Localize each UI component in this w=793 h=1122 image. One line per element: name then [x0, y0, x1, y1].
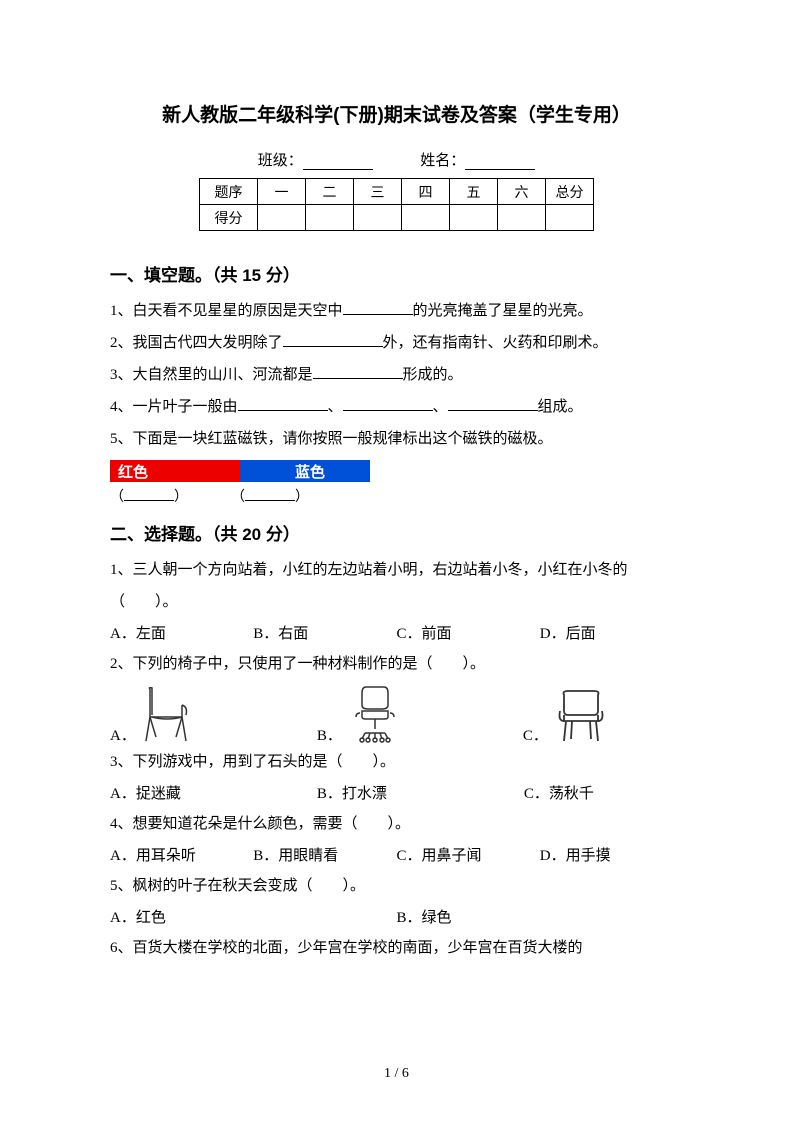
fill-blank[interactable] — [343, 397, 433, 411]
option[interactable]: A．左面 — [110, 619, 253, 649]
option[interactable]: B．打水漂 — [317, 779, 524, 809]
option[interactable]: B．用眼睛看 — [253, 841, 396, 871]
fill-blank[interactable] — [343, 301, 413, 315]
s2-q1b: （ ）。 — [110, 587, 683, 617]
s1-q5: 5、下面是一块红蓝磁铁，请你按照一般规律标出这个磁铁的磁极。 — [110, 424, 683, 454]
s1-q2: 2、我国古代四大发明除了外，还有指南针、火药和印刷术。 — [110, 328, 683, 358]
score-cell[interactable] — [306, 205, 354, 231]
section1-header: 一、填空题。（共 15 分） — [110, 261, 683, 286]
col-cell: 一 — [258, 179, 306, 205]
option[interactable]: D．用手摸 — [540, 841, 683, 871]
section2-header: 二、选择题。（共 20 分） — [110, 520, 683, 545]
student-info-line: 班级： 姓名： — [110, 149, 683, 170]
fill-blank[interactable] — [245, 487, 295, 501]
option[interactable]: B． — [317, 683, 403, 745]
option[interactable]: A．用耳朵听 — [110, 841, 253, 871]
score-cell[interactable] — [402, 205, 450, 231]
s2-q3: 3、下列游戏中，用到了石头的是（ ）。 — [110, 747, 683, 777]
fill-blank[interactable] — [313, 365, 403, 379]
fill-blank[interactable] — [283, 333, 383, 347]
score-cell[interactable] — [450, 205, 498, 231]
option[interactable]: B．右面 — [253, 619, 396, 649]
col-cell: 三 — [354, 179, 402, 205]
fill-blank[interactable] — [448, 397, 538, 411]
magnet-blue: 蓝色 — [240, 460, 370, 482]
score-table: 题序 一 二 三 四 五 六 总分 得分 — [199, 178, 594, 231]
s2-q2: 2、下列的椅子中，只使用了一种材料制作的是（ ）。 — [110, 649, 683, 679]
magnet-red: 红色 — [110, 460, 240, 482]
class-blank[interactable] — [303, 154, 373, 170]
option[interactable]: C． — [523, 687, 609, 745]
option[interactable]: C．前面 — [397, 619, 540, 649]
s2-q6: 6、百货大楼在学校的北面，少年宫在学校的南面，少年宫在百货大楼的 — [110, 933, 683, 963]
name-label: 姓名： — [420, 153, 465, 169]
s1-q3: 3、大自然里的山川、河流都是形成的。 — [110, 360, 683, 390]
name-blank[interactable] — [465, 154, 535, 170]
col-cell: 总分 — [546, 179, 594, 205]
score-cell[interactable] — [498, 205, 546, 231]
s2-q4: 4、想要知道花朵是什么颜色，需要（ ）。 — [110, 809, 683, 839]
s2-q5: 5、枫树的叶子在秋天会变成（ ）。 — [110, 871, 683, 901]
magnet-answer-line: （） （） — [110, 486, 683, 506]
option[interactable]: A． — [110, 685, 197, 745]
col-cell: 四 — [402, 179, 450, 205]
score-cell[interactable] — [354, 205, 402, 231]
table-row: 题序 一 二 三 四 五 六 总分 — [200, 179, 594, 205]
score-cell[interactable] — [546, 205, 594, 231]
col-cell: 五 — [450, 179, 498, 205]
s2-q3-opts: A．捉迷藏 B．打水漂 C．荡秋千 — [110, 779, 683, 809]
option[interactable]: A．红色 — [110, 903, 397, 933]
option[interactable]: C．荡秋千 — [524, 779, 683, 809]
s2-q2-opts: A． B． C． — [110, 683, 683, 745]
page-title: 新人教版二年级科学(下册)期末试卷及答案（学生专用） — [110, 100, 683, 127]
row-label-cell: 得分 — [200, 205, 258, 231]
class-label: 班级： — [258, 153, 303, 169]
office-chair-icon — [348, 683, 403, 745]
s2-q5-opts: A．红色 B．绿色 — [110, 903, 683, 933]
col-cell: 二 — [306, 179, 354, 205]
option[interactable]: D．后面 — [540, 619, 683, 649]
fill-blank[interactable] — [238, 397, 328, 411]
s2-q1: 1、三人朝一个方向站着，小红的左边站着小明，右边站着小冬，小红在小冬的 — [110, 555, 683, 585]
option[interactable]: C．用鼻子闻 — [397, 841, 540, 871]
page-number: 1 / 6 — [0, 1066, 793, 1082]
s1-q1: 1、白天看不见星星的原因是天空中的光亮掩盖了星星的光亮。 — [110, 296, 683, 326]
magnet-bar: 红色 蓝色 — [110, 460, 370, 482]
score-cell[interactable] — [258, 205, 306, 231]
s1-q4: 4、一片叶子一般由、、组成。 — [110, 392, 683, 422]
chair-icon — [142, 685, 197, 745]
row-label-cell: 题序 — [200, 179, 258, 205]
option[interactable]: B．绿色 — [397, 903, 684, 933]
s2-q1-opts: A．左面 B．右面 C．前面 D．后面 — [110, 619, 683, 649]
fill-blank[interactable] — [124, 487, 174, 501]
table-row: 得分 — [200, 205, 594, 231]
col-cell: 六 — [498, 179, 546, 205]
plastic-chair-icon — [554, 687, 609, 745]
s2-q4-opts: A．用耳朵听 B．用眼睛看 C．用鼻子闻 D．用手摸 — [110, 841, 683, 871]
option[interactable]: A．捉迷藏 — [110, 779, 317, 809]
